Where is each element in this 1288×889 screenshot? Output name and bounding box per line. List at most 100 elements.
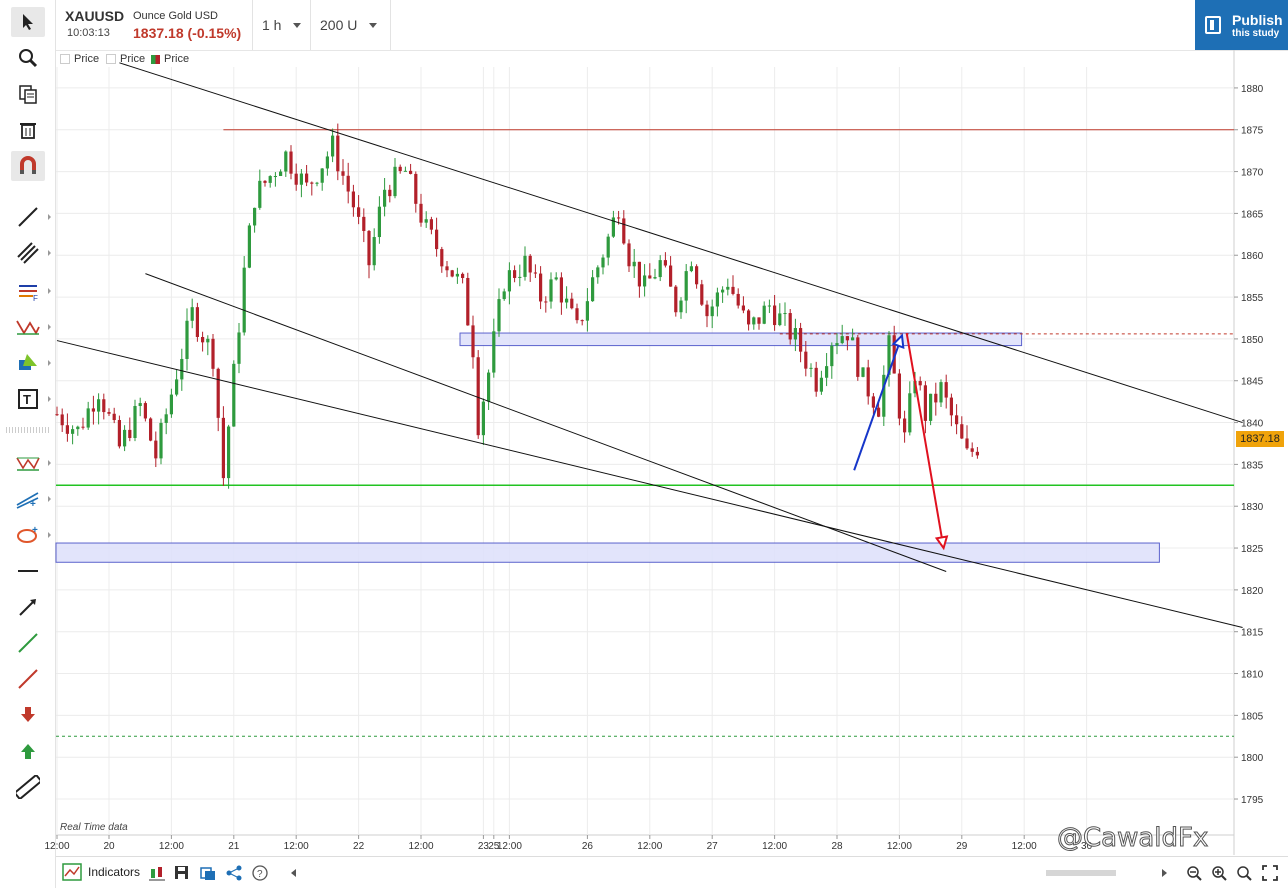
candle-body xyxy=(169,394,173,415)
candle-body xyxy=(211,338,215,369)
trend-line xyxy=(56,340,1243,629)
fullscreen-icon[interactable] xyxy=(1262,865,1278,881)
candle-body xyxy=(227,426,231,479)
interval-select[interactable]: 1 h xyxy=(252,0,316,50)
zoom-reset-icon[interactable] xyxy=(1236,865,1252,881)
candle-body xyxy=(65,425,69,434)
candle-body xyxy=(793,328,797,340)
candle-body xyxy=(767,305,771,307)
candle-body xyxy=(585,301,589,321)
scroll-left-icon[interactable] xyxy=(286,865,302,881)
trendline-icon[interactable] xyxy=(11,202,51,232)
shapes-icon[interactable] xyxy=(11,348,51,378)
scroll-right-icon[interactable] xyxy=(1156,865,1172,881)
red-line-icon[interactable] xyxy=(11,664,45,694)
candle-body xyxy=(419,203,423,223)
candle-body xyxy=(606,236,610,258)
units-select[interactable]: 200 U xyxy=(310,0,391,50)
candle-body xyxy=(856,337,860,377)
fibonacci-icon[interactable]: F xyxy=(11,276,51,306)
x-tick-label: 12:00 xyxy=(1012,841,1037,852)
legend-label: Price xyxy=(74,53,100,65)
y-tick-label: 1815 xyxy=(1241,628,1264,639)
y-tick-label: 1830 xyxy=(1241,502,1264,513)
candle-body xyxy=(752,317,756,325)
candle-body xyxy=(549,279,553,302)
cursor-icon[interactable] xyxy=(11,7,45,37)
zoom-in-icon[interactable] xyxy=(1211,865,1227,881)
candle-body xyxy=(455,273,459,277)
candle-body xyxy=(367,230,371,266)
chevron-down-icon xyxy=(293,22,302,28)
candle-body xyxy=(804,351,808,369)
ruler-icon[interactable] xyxy=(11,772,45,802)
candle-body xyxy=(299,173,303,185)
candle-body xyxy=(320,168,324,183)
ellipse-icon[interactable]: + xyxy=(11,520,51,550)
candle-body xyxy=(497,299,501,332)
y-tick-label: 1795 xyxy=(1241,795,1264,806)
zoom-icon[interactable] xyxy=(11,43,45,73)
candle-body xyxy=(700,284,704,305)
projection-icon[interactable]: + xyxy=(11,484,51,514)
candle-body xyxy=(393,166,397,197)
candle-body xyxy=(263,180,267,183)
y-tick-label: 1860 xyxy=(1241,251,1264,262)
magnet-icon[interactable] xyxy=(11,151,45,181)
legend-item[interactable]: Price xyxy=(151,52,189,66)
green-line-icon[interactable] xyxy=(11,628,45,658)
candle-body xyxy=(258,180,262,208)
legend-item[interactable]: Price xyxy=(60,52,99,66)
candle-body xyxy=(102,399,106,413)
x-tick-label: 12:00 xyxy=(637,841,662,852)
buy-arrow-icon[interactable] xyxy=(11,736,45,766)
candle-body xyxy=(507,270,511,292)
candle-body xyxy=(195,307,199,337)
candle-body xyxy=(305,173,309,183)
candle-body xyxy=(825,366,829,378)
candle-body xyxy=(138,403,142,406)
candle-body xyxy=(476,357,480,436)
candle-body xyxy=(268,176,272,183)
legend-item[interactable]: Price xyxy=(106,52,145,66)
arrow-line-icon[interactable] xyxy=(11,592,45,622)
candle-body xyxy=(351,191,355,208)
sell-arrow-icon[interactable] xyxy=(11,700,45,730)
indicators-button[interactable]: Indicators xyxy=(62,861,140,883)
share-icon[interactable] xyxy=(226,865,242,881)
x-tick-label: 25 xyxy=(488,841,500,852)
help-icon[interactable]: ? xyxy=(252,865,268,881)
candle-body xyxy=(502,291,506,300)
trash-icon[interactable] xyxy=(11,115,45,145)
y-tick-label: 1845 xyxy=(1241,377,1264,388)
candle-body xyxy=(830,345,834,367)
candle-body xyxy=(518,276,522,278)
candle-body xyxy=(866,367,870,397)
zoom-out-icon[interactable] xyxy=(1186,865,1202,881)
publish-subtitle: this study xyxy=(1232,28,1280,39)
copy-icon[interactable] xyxy=(11,79,45,109)
horizontal-line-icon[interactable] xyxy=(11,556,45,586)
parallel-channel-icon[interactable] xyxy=(11,238,51,268)
candle-body xyxy=(814,367,818,392)
save-icon[interactable] xyxy=(174,865,190,881)
candle-body xyxy=(601,257,605,268)
bottom-toolbar: Indicators ? xyxy=(56,856,1288,889)
candle-body xyxy=(705,304,709,317)
publish-button[interactable]: Publish this study xyxy=(1195,0,1288,50)
candle-body xyxy=(492,331,496,373)
x-tick-label: 20 xyxy=(103,841,115,852)
candle-body xyxy=(445,266,449,271)
candle-body xyxy=(887,335,891,375)
chart-type-icon[interactable] xyxy=(149,865,165,881)
candle-body xyxy=(310,182,314,184)
harmonic-icon[interactable] xyxy=(11,448,51,478)
candle-body xyxy=(372,237,376,266)
candle-body xyxy=(944,382,948,398)
candle-body xyxy=(783,313,787,315)
pattern-icon[interactable] xyxy=(11,312,51,342)
candle-body xyxy=(154,440,158,459)
text-icon[interactable]: T xyxy=(11,384,51,414)
layout-icon[interactable] xyxy=(200,865,216,881)
horizontal-scrollbar[interactable] xyxy=(1046,870,1116,876)
